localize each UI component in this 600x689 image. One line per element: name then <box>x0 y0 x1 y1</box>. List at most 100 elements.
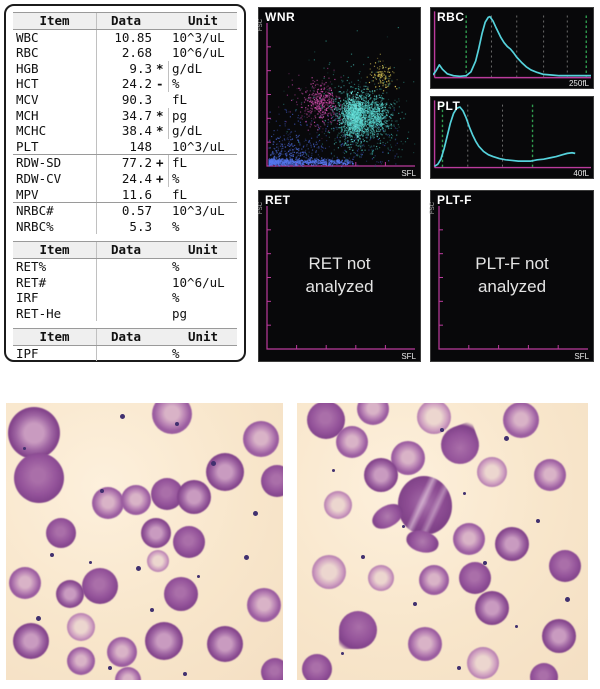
table-row: MCHC 38.4 * g/dL <box>13 123 237 139</box>
cell-unit: pg <box>172 305 188 321</box>
ret-not-analyzed-message: RET not analyzed <box>305 254 374 296</box>
platelet-dot <box>483 560 488 565</box>
ret-axes-canvas <box>259 191 420 361</box>
header-data: Data <box>110 13 142 28</box>
cell-unit: pg <box>172 107 188 123</box>
rbc-cell <box>7 407 60 460</box>
wnr-scatter-canvas <box>259 8 420 178</box>
cell-item: HGB <box>13 60 97 77</box>
plt-f-x-axis-label: SFL <box>574 352 589 361</box>
cell-flag: + <box>155 170 169 187</box>
cell-item: NRBC# <box>13 203 97 219</box>
cell-data: 38.4 <box>121 123 152 139</box>
rbc-cell <box>418 565 449 596</box>
platelet-dot <box>36 616 42 622</box>
rbc-cell <box>121 484 152 515</box>
cell-data: 34.7 <box>121 107 152 123</box>
cell-data: 0.57 <box>121 203 152 219</box>
platelet-dot <box>108 666 113 671</box>
platelet-dot <box>413 602 418 607</box>
table-row: MCV 90.3 fL <box>13 91 237 108</box>
cell-unit: fL <box>172 155 188 171</box>
table-header-row: Item Data Unit <box>13 328 237 346</box>
cell-data: 11.6 <box>121 186 152 202</box>
cell-data: 24.2 <box>121 76 152 92</box>
cell-item: MPV <box>13 186 97 203</box>
header-unit: Unit <box>187 242 219 258</box>
cell-unit: % <box>172 290 180 306</box>
rbc-cell <box>495 527 530 562</box>
rbc-cell <box>302 653 333 680</box>
platelet-dot <box>50 552 55 557</box>
header-data: Data <box>110 329 142 345</box>
blood-smear-image-left <box>6 403 283 680</box>
platelet-dot <box>340 652 344 656</box>
table-row: RDW-CV 24.4 +% <box>13 170 237 187</box>
rbc-cell <box>152 403 193 435</box>
table-row: MCH 34.7 * pg <box>13 107 237 124</box>
platelet-dot <box>244 555 250 561</box>
rbc-cell <box>107 637 138 668</box>
rbc-cell <box>177 480 212 515</box>
rbc-cell <box>205 453 244 492</box>
platelet-dot <box>150 607 155 612</box>
rbc-cell <box>312 554 346 589</box>
table-row: PLT 148 10^3/uL <box>13 138 237 156</box>
wnr-scattergram: WNR FSC SFL <box>258 7 421 179</box>
rbc-cell <box>416 403 451 434</box>
rbc-cell <box>408 626 443 661</box>
cell-unit: fL <box>172 186 188 202</box>
cell-item: MCH <box>13 107 97 124</box>
platelet-dot <box>119 414 125 420</box>
cell-data: 10.85 <box>114 29 152 45</box>
results-table: Item Data Unit WBC 10.85 10^3/uL RBC 2.68 10^6/u… <box>13 12 237 235</box>
platelet-dot <box>515 624 519 628</box>
platelet-dot <box>210 461 216 467</box>
cell-flag: * <box>155 107 169 124</box>
rbc-cell <box>530 663 559 680</box>
platelet-dot <box>503 436 509 442</box>
table-row: RET-He pg <box>13 305 237 322</box>
platelet-dot <box>401 524 405 528</box>
table-header-row: Item Data Unit <box>13 241 237 259</box>
rbc-agglutinate <box>397 476 453 535</box>
platelet-dot <box>100 488 105 493</box>
ret-panel: RET FSC RET not analyzed SFL <box>258 190 421 362</box>
plt-curve-area <box>433 99 591 169</box>
ret-x-axis-label: SFL <box>401 352 416 361</box>
cell-flag: + <box>155 155 169 171</box>
platelet-dot <box>457 666 462 671</box>
rbc-x-max-label: 250fL <box>568 79 589 88</box>
platelet-dot <box>22 447 26 451</box>
cell-unit: g/dL <box>172 60 203 76</box>
cell-item: NRBC% <box>13 218 97 235</box>
cell-data: 90.3 <box>121 91 152 107</box>
rbc-curve-area <box>433 10 591 79</box>
plt-histogram: PLT 40fL <box>430 96 594 179</box>
cell-unit: 10^6/uL <box>172 45 225 61</box>
ret-title: RET <box>265 193 291 207</box>
rbc-cell <box>246 588 281 623</box>
rbc-cell <box>82 567 119 604</box>
table-row: WBC 10.85 10^3/uL <box>13 29 237 46</box>
table-header-row: Item Data Unit <box>13 12 237 30</box>
rbc-cell <box>476 457 507 488</box>
rbc-cell <box>503 403 540 438</box>
cell-data: 77.2 <box>121 155 152 171</box>
cell-unit: 10^6/uL <box>172 274 225 290</box>
platelet-dot <box>535 519 540 524</box>
table-row: NRBC% 5.3% <box>13 218 237 235</box>
cell-data: 2.68 <box>121 45 152 61</box>
rbc-cell <box>144 622 183 661</box>
rbc-cell <box>548 550 581 583</box>
table-row: RDW-SD 77.2 + fL <box>13 155 237 171</box>
table-row: RBC 2.68 10^6/uL <box>13 45 237 61</box>
plt-x-max-label: 40fL <box>573 169 589 178</box>
cell-flag: * <box>155 60 169 77</box>
rbc-cell <box>147 549 170 572</box>
rbc-cell <box>150 478 183 511</box>
cbc-results-panel: Item Data Unit WBC 10.85 10^3/uL RBC 2.68 10^6/u… <box>4 4 246 362</box>
header-item: Item <box>13 13 97 29</box>
rbc-cell <box>458 561 491 594</box>
results-table: Item Data Unit RET%% RET# 10^6/uL IRF% RET-He pg <box>13 241 237 322</box>
